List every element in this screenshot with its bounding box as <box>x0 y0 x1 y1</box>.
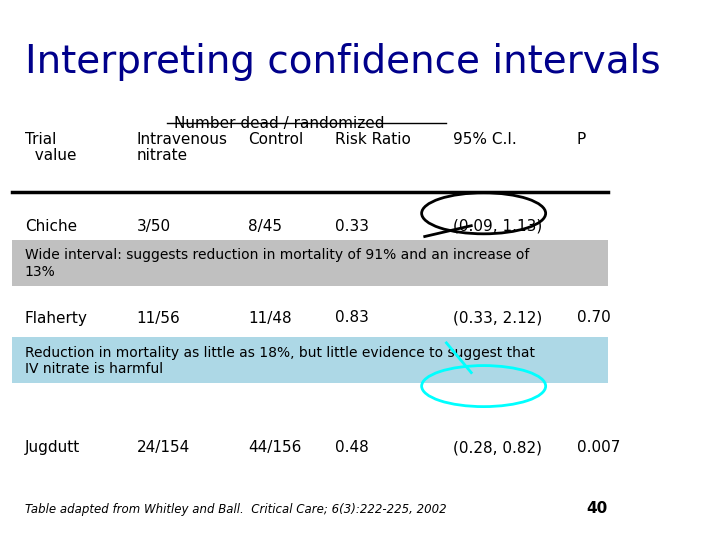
Text: 0.70: 0.70 <box>577 310 611 326</box>
Text: Table adapted from Whitley and Ball.  Critical Care; 6(3):222-225, 2002: Table adapted from Whitley and Ball. Cri… <box>24 503 446 516</box>
Text: Trial: Trial <box>24 132 56 147</box>
Text: 95% C.I.: 95% C.I. <box>453 132 516 147</box>
Text: Control: Control <box>248 132 303 147</box>
Text: 8/45: 8/45 <box>248 219 282 234</box>
Text: Reduction in mortality as little as 18%, but little evidence to suggest that
IV : Reduction in mortality as little as 18%,… <box>24 346 535 376</box>
Bar <box>12 338 608 383</box>
Text: 40: 40 <box>586 501 608 516</box>
Text: nitrate: nitrate <box>136 148 187 164</box>
Text: Risk Ratio: Risk Ratio <box>335 132 410 147</box>
Bar <box>12 240 608 286</box>
Text: 0.33: 0.33 <box>335 219 369 234</box>
Text: (0.28, 0.82): (0.28, 0.82) <box>453 440 541 455</box>
Text: 0.48: 0.48 <box>335 440 369 455</box>
Text: Interpreting confidence intervals: Interpreting confidence intervals <box>24 43 660 81</box>
Text: Number dead / randomized: Number dead / randomized <box>174 116 384 131</box>
Text: 0.007: 0.007 <box>577 440 620 455</box>
Text: (0.33, 2.12): (0.33, 2.12) <box>453 310 542 326</box>
Text: Intravenous: Intravenous <box>136 132 228 147</box>
Text: 24/154: 24/154 <box>136 440 189 455</box>
Text: 11/48: 11/48 <box>248 310 292 326</box>
Text: Wide interval: suggests reduction in mortality of 91% and an increase of
13%: Wide interval: suggests reduction in mor… <box>24 248 529 279</box>
Text: (0.09, 1.13): (0.09, 1.13) <box>453 219 542 234</box>
Text: Jugdutt: Jugdutt <box>24 440 80 455</box>
Text: P: P <box>577 132 586 147</box>
Text: 11/56: 11/56 <box>136 310 180 326</box>
Text: 0.83: 0.83 <box>335 310 369 326</box>
Text: value: value <box>24 148 76 164</box>
Text: Chiche: Chiche <box>24 219 77 234</box>
Text: 3/50: 3/50 <box>136 219 171 234</box>
Text: Flaherty: Flaherty <box>24 310 88 326</box>
Text: 44/156: 44/156 <box>248 440 302 455</box>
